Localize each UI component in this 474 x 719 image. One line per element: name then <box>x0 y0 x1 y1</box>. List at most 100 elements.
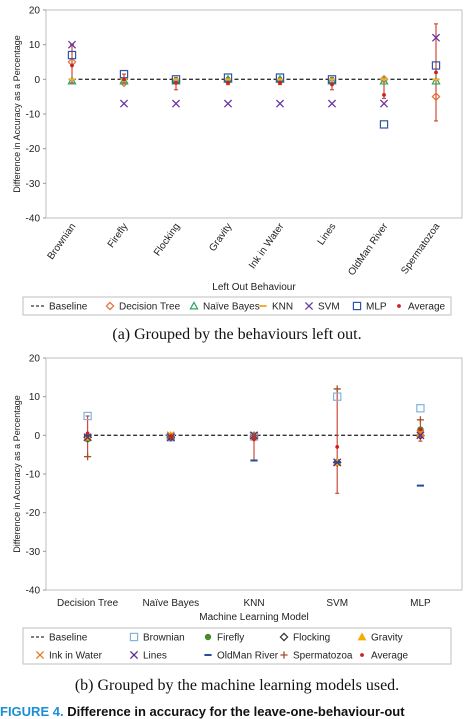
point-average <box>70 63 74 68</box>
point-average <box>252 437 256 442</box>
x-tick-label: Brownian <box>46 221 79 261</box>
y-tick-label: 10 <box>29 392 41 403</box>
point-svm <box>171 99 181 108</box>
legend-label-na-ve-bayes: Naïve Bayes <box>203 302 260 313</box>
x-tick-label: Ink in Water <box>247 221 287 271</box>
legend-marker-lines <box>129 650 139 660</box>
point-decision-tree <box>379 74 389 84</box>
figure-label: FIGURE 4. <box>0 704 64 719</box>
y-tick-label: 0 <box>34 431 40 442</box>
point-lines <box>416 431 425 440</box>
x-tick-label: Flocking <box>152 221 182 258</box>
point-brownian <box>333 392 342 401</box>
legend-box <box>22 627 452 665</box>
y-tick-label: 10 <box>29 40 41 51</box>
legend-marker-decision-tree <box>105 301 115 311</box>
plot-area <box>45 9 463 219</box>
point-average <box>122 77 126 82</box>
point-svm <box>379 99 389 108</box>
y-tick-label: 20 <box>29 354 41 365</box>
point-average <box>434 70 438 75</box>
plot-area <box>45 357 463 591</box>
x-tick-label: KNN <box>243 598 264 609</box>
legend-marker-gravity <box>357 632 367 641</box>
x-tick-label: Firefly <box>106 221 131 250</box>
point-decision-tree <box>431 92 441 102</box>
legend-label-firefly: Firefly <box>217 633 244 644</box>
chart-grouped-by-model: -40 -30 -20 -10 0 10 20 Difference in Accuracy … <box>12 354 463 665</box>
legend-marker-average <box>397 304 401 308</box>
point-flocking <box>332 457 342 467</box>
point-spermatozoa <box>416 416 424 424</box>
point-svm <box>119 99 129 108</box>
point-na-ve-bayes <box>431 76 441 85</box>
legend-marker-ink-in-water <box>35 650 45 660</box>
x-tick-label: SVM <box>326 598 348 609</box>
x-tick-label: MLP <box>410 598 431 609</box>
y-axis-label: Difference in Accuracy as a Percentage <box>12 35 22 192</box>
point-na-ve-bayes <box>379 76 389 85</box>
point-average <box>226 80 230 85</box>
legend-label-flocking: Flocking <box>293 633 330 644</box>
point-na-ve-bayes <box>67 76 77 85</box>
legend-label-average: Average <box>408 302 446 313</box>
point-svm <box>431 33 441 42</box>
y-tick-label: -30 <box>26 547 41 558</box>
point-average <box>278 80 282 85</box>
point-average <box>382 93 386 97</box>
legend-marker-svm <box>304 301 314 311</box>
legend-label-oldman-river: OldMan River <box>217 651 279 662</box>
point-ink-in-water <box>416 429 425 438</box>
point-svm <box>67 40 77 49</box>
caption-b: (b) Grouped by the machine learning mode… <box>74 677 400 694</box>
x-tick-label: OldMan River <box>346 221 390 278</box>
legend-label-svm: SVM <box>318 302 340 313</box>
point-na-ve-bayes <box>119 76 129 85</box>
point-mlp <box>431 61 441 70</box>
legend-label-mlp: MLP <box>366 302 387 313</box>
legend-marker-na-ve-bayes <box>189 301 199 310</box>
point-mlp <box>67 50 77 60</box>
caption-a: (a) Grouped by the behaviours left out. <box>112 326 362 343</box>
y-tick-label: -20 <box>26 144 41 155</box>
y-tick-label: -20 <box>26 508 41 519</box>
figure-caption: FIGURE 4. Difference in accuracy for the… <box>0 704 405 719</box>
legend-box <box>22 296 452 316</box>
point-spermatozoa <box>333 385 341 393</box>
legend-label-average: Average <box>371 651 409 662</box>
point-brownian <box>83 411 92 421</box>
point-average <box>174 80 178 85</box>
figure-text: Difference in accuracy for the leave-one… <box>67 704 405 719</box>
point-svm <box>327 99 337 108</box>
point-svm <box>223 99 233 108</box>
y-tick-label: 20 <box>29 6 41 17</box>
legend-marker-mlp <box>352 301 362 311</box>
x-tick-label: Naïve Bayes <box>142 598 199 609</box>
y-tick-label: -40 <box>26 586 41 597</box>
x-tick-label: Spermatozoa <box>399 221 442 276</box>
point-brownian <box>416 404 425 413</box>
legend-marker-average <box>360 653 364 657</box>
point-average <box>330 82 334 87</box>
y-tick-label: -10 <box>26 110 41 121</box>
legend-label-spermatozoa: Spermatozoa <box>293 651 353 662</box>
point-svm <box>275 99 285 108</box>
x-axis-label: Left Out Behaviour <box>212 282 296 293</box>
legend-label-brownian: Brownian <box>143 633 185 644</box>
y-tick-label: -40 <box>26 214 41 225</box>
point-average <box>335 445 340 449</box>
y-tick-label: -30 <box>26 179 41 190</box>
legend-marker-brownian <box>129 632 139 642</box>
legend-label-decision-tree: Decision Tree <box>119 302 181 313</box>
y-axis-label: Difference in Accuracy as a Percentage <box>12 395 22 552</box>
x-tick-label: Lines <box>316 221 339 247</box>
point-mlp <box>379 120 389 129</box>
legend-marker-firefly <box>204 633 212 641</box>
y-tick-label: -10 <box>26 470 41 481</box>
x-tick-label: Decision Tree <box>57 598 119 609</box>
y-tick-label: 0 <box>34 75 40 86</box>
x-axis-label: Machine Learning Model <box>199 612 309 623</box>
legend-label-baseline: Baseline <box>49 633 88 644</box>
legend-marker-spermatozoa <box>280 651 288 659</box>
legend-label-knn: KNN <box>272 302 293 313</box>
